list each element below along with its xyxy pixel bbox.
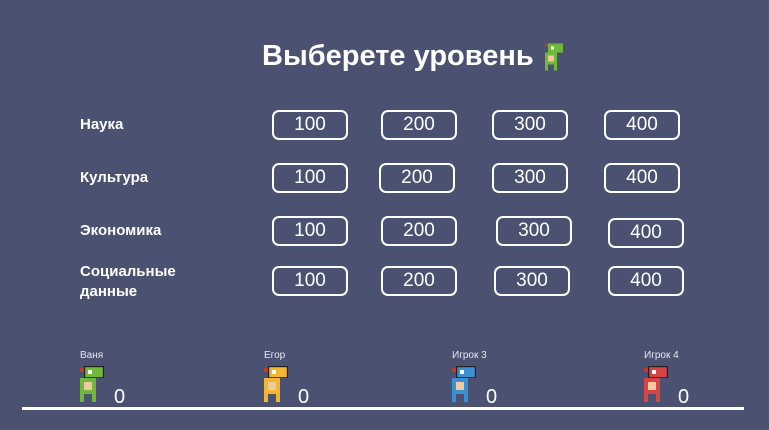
level-button-400[interactable]: 400	[608, 266, 684, 296]
player-name: Игрок 4	[644, 350, 679, 361]
category-label: Культура	[80, 169, 149, 186]
title-text: Выберете уровень	[262, 40, 534, 72]
player-name: Егор	[264, 350, 286, 361]
level-button-400[interactable]: 400	[608, 218, 684, 248]
dino-icon	[544, 43, 563, 70]
level-button-100[interactable]: 100	[272, 266, 348, 296]
level-button-400[interactable]: 400	[604, 110, 680, 140]
dino-avatar-icon	[448, 366, 480, 411]
level-button-200[interactable]: 200	[381, 216, 457, 246]
player-name: Игрок 3	[452, 350, 487, 361]
level-button-300[interactable]: 300	[492, 163, 568, 193]
player-score: 0	[678, 386, 690, 408]
level-button-200[interactable]: 200	[379, 163, 455, 193]
player-score: 0	[298, 386, 310, 408]
level-button-300[interactable]: 300	[494, 266, 570, 296]
dino-avatar-icon	[260, 366, 292, 411]
level-button-200[interactable]: 200	[381, 110, 457, 140]
player-score: 0	[114, 386, 126, 408]
ground-line	[22, 407, 744, 410]
page-title: Выберете уровень	[262, 40, 566, 73]
level-button-100[interactable]: 100	[272, 216, 348, 246]
category-label: Социальные данные	[80, 263, 176, 300]
level-button-200[interactable]: 200	[381, 266, 457, 296]
dino-avatar-icon	[76, 366, 108, 411]
dino-avatar-icon	[640, 366, 672, 411]
level-button-100[interactable]: 100	[272, 110, 348, 140]
level-button-400[interactable]: 400	[604, 163, 680, 193]
player-name: Ваня	[80, 350, 104, 361]
level-button-300[interactable]: 300	[492, 110, 568, 140]
category-label: Экономика	[80, 222, 162, 239]
category-label: Наука	[80, 116, 124, 133]
level-button-100[interactable]: 100	[272, 163, 348, 193]
level-button-300[interactable]: 300	[496, 216, 572, 246]
player-score: 0	[486, 386, 498, 408]
